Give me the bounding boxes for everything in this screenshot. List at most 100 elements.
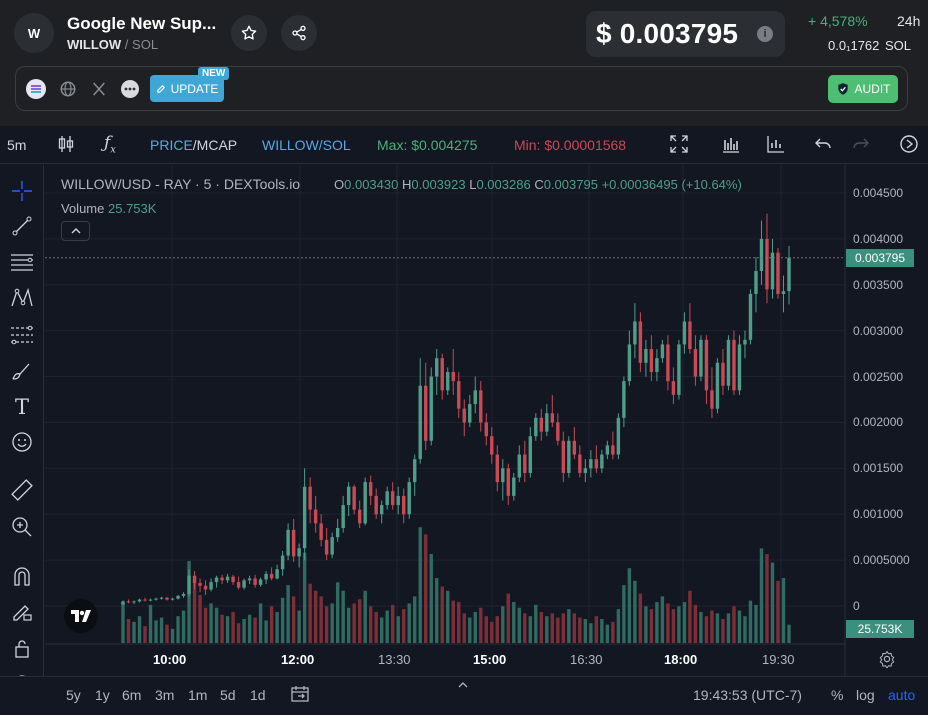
indicators-fx-icon[interactable]: ƒx	[104, 133, 116, 156]
magnet-icon[interactable]	[9, 563, 35, 589]
volume-bar	[352, 603, 356, 643]
volume-bar	[214, 607, 219, 643]
volume-bar	[589, 623, 593, 643]
brush-icon[interactable]	[9, 358, 35, 384]
range-5y[interactable]: 5y	[66, 687, 81, 703]
screenshot-icon[interactable]	[898, 133, 920, 158]
range-3m[interactable]: 3m	[155, 687, 175, 703]
candle-body	[159, 597, 164, 599]
favorite-button[interactable]	[231, 15, 267, 51]
update-button[interactable]: UPDATE	[150, 75, 224, 102]
clock-time[interactable]: 19:43:53 (UTC-7)	[693, 687, 802, 703]
volume-bar	[594, 616, 599, 643]
time-axis-label: 15:00	[473, 652, 507, 667]
candle-type-icon[interactable]	[58, 135, 74, 156]
volume-bar	[402, 609, 406, 643]
volume-bar	[561, 613, 566, 643]
horizontal-lines-icon[interactable]	[9, 249, 35, 275]
solana-chain-icon[interactable]	[26, 79, 46, 99]
expand-panel-icon[interactable]	[458, 675, 468, 691]
volume-bar	[413, 596, 417, 643]
candle-body	[357, 509, 362, 524]
candle-body	[721, 362, 725, 386]
ruler-icon[interactable]	[9, 477, 35, 503]
candle-body	[291, 529, 296, 557]
volume-bar	[622, 585, 626, 643]
range-1y[interactable]: 1y	[95, 687, 110, 703]
candle-body	[209, 582, 213, 590]
volume-bar	[286, 585, 290, 643]
volume-bar	[660, 596, 665, 643]
volume-bar	[242, 619, 246, 643]
candle-body	[253, 578, 257, 585]
candle-body	[451, 371, 455, 382]
chart-settings-icon[interactable]	[878, 650, 896, 673]
pair-separator: /	[124, 37, 129, 52]
range-1m[interactable]: 1m	[188, 687, 208, 703]
pattern-icon[interactable]	[9, 285, 35, 311]
log-toggle[interactable]: log	[856, 687, 875, 703]
range-5d[interactable]: 5d	[220, 687, 236, 703]
x-twitter-icon[interactable]	[89, 79, 109, 99]
redo-icon[interactable]	[852, 135, 870, 156]
volume-bar	[523, 613, 527, 643]
share-button[interactable]	[281, 15, 317, 51]
volume-bar	[704, 616, 709, 643]
auto-toggle[interactable]: auto	[888, 687, 916, 703]
depth-chart-icon[interactable]	[722, 135, 740, 156]
volume-bar	[748, 600, 753, 643]
price-chart[interactable]	[45, 165, 928, 676]
undo-icon[interactable]	[814, 135, 832, 156]
volume-bar	[203, 607, 208, 643]
volume-bar	[479, 607, 483, 643]
trend-line-icon[interactable]	[9, 213, 35, 239]
chart-trades-icon[interactable]	[767, 135, 785, 156]
candle-body	[132, 601, 136, 603]
candle-body	[748, 293, 753, 340]
quote-symbol: SOL	[132, 37, 159, 52]
volume-bar	[269, 606, 274, 643]
info-icon[interactable]: i	[757, 26, 773, 42]
candle-body	[660, 344, 665, 359]
volume-bar	[297, 610, 301, 643]
token-name[interactable]: Google New Sup...	[67, 14, 217, 33]
volume-bar	[396, 616, 400, 643]
time-axis-label: 13:30	[378, 652, 411, 667]
text-tool-icon[interactable]: T	[14, 395, 29, 419]
more-options-icon[interactable]	[120, 79, 140, 99]
fib-retracement-icon[interactable]	[9, 322, 35, 348]
lock-icon[interactable]	[9, 635, 35, 661]
chart-legend-title: WILLOW/USD - RAY · 5 · DEXTools.io	[61, 176, 301, 192]
emoji-icon[interactable]	[9, 429, 35, 455]
collapse-legend-button[interactable]	[61, 221, 90, 241]
zoom-in-icon[interactable]	[9, 514, 35, 540]
tradingview-logo[interactable]	[64, 599, 98, 633]
volume-tag: 25.753K	[846, 620, 914, 638]
interval-selector[interactable]: 5m	[7, 137, 27, 153]
candle-body	[258, 579, 263, 585]
volume-label: Volume	[61, 201, 105, 216]
percent-toggle[interactable]: %	[831, 687, 844, 703]
volume-bar	[600, 619, 604, 643]
website-globe-icon[interactable]	[58, 79, 78, 99]
audit-button[interactable]: AUDIT	[828, 75, 898, 103]
volume-bar	[236, 623, 241, 643]
date-range-icon[interactable]	[290, 684, 310, 707]
volume-bar	[787, 624, 791, 643]
volume-bar	[759, 548, 764, 643]
range-1d[interactable]: 1d	[250, 687, 266, 703]
volume-bar	[501, 606, 505, 643]
volume-bar	[137, 616, 142, 643]
volume-bar	[616, 609, 621, 643]
range-6m[interactable]: 6m	[122, 687, 142, 703]
pair-toggle[interactable]: WILLOW/SOL	[262, 137, 351, 153]
lock-pencil-icon[interactable]	[9, 598, 35, 624]
fullscreen-icon[interactable]	[670, 135, 688, 156]
volume-bar	[429, 554, 433, 643]
volume-bar	[710, 610, 714, 643]
crosshair-icon[interactable]	[9, 178, 35, 204]
volume-bar	[313, 590, 318, 643]
price-mcap-toggle[interactable]: PRICE/MCAP	[150, 137, 237, 153]
candle-body	[302, 486, 307, 549]
current-price: $ 0.003795	[596, 18, 739, 49]
